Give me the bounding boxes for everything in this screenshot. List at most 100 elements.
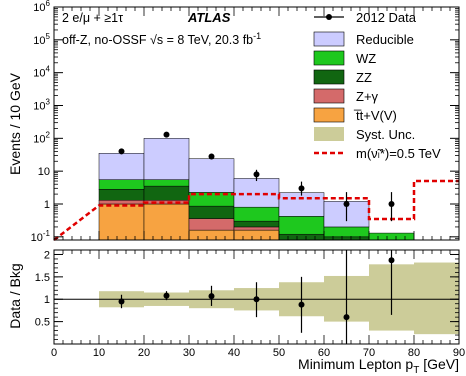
bar-0-bin-2 — [188, 229, 235, 241]
x-tick-label-3: 30 — [183, 347, 195, 359]
y-tick-exp-6: 5 — [46, 32, 51, 41]
ratio-frame — [53, 249, 460, 345]
x-tick-label-1: 10 — [93, 347, 105, 359]
bar-4-bin-2 — [188, 158, 235, 193]
main-x-ticks — [53, 7, 460, 240]
bar-3-bin-6 — [368, 232, 415, 241]
ratio-y-tick-label-2: 1.5 — [35, 272, 50, 284]
y-tick-base-4: 10 — [33, 100, 45, 112]
x-axis-label-sub: T — [413, 365, 419, 376]
data-point-1 — [163, 131, 170, 138]
y-tick-base-0: 10 — [31, 232, 43, 244]
y-tick-label-5: 104 — [33, 65, 50, 80]
bar-0-bin-0 — [98, 203, 145, 241]
ratio-y-axis-label: Data / Bkg — [7, 263, 23, 328]
bar-0-bin-1 — [143, 203, 190, 241]
ratio-y-tick-label-3: 2 — [44, 249, 50, 261]
bar-1-bin-2 — [188, 218, 235, 231]
legend: 2012 Data Reducible WZ ZZ Z+γ t̅t+V(V) — [313, 10, 441, 161]
legend-signal: m(ν̃ₗ*)=0.5 TeV — [314, 146, 441, 161]
data-point-2 — [208, 153, 215, 160]
legend-zgamma-label: Z+γ — [356, 89, 379, 104]
y-tick-label-2: 10 — [38, 166, 50, 178]
bar-2-bin-0 — [98, 189, 145, 201]
legend-reducible: Reducible — [313, 31, 414, 47]
x-tick-label-6: 60 — [318, 347, 330, 359]
bar-2-bin-2 — [188, 205, 235, 219]
legend-data-label: 2012 Data — [356, 10, 417, 25]
experiment-label: ATLAS — [187, 10, 231, 25]
x-tick-label-7: 70 — [363, 347, 375, 359]
bar-4-bin-3 — [233, 178, 280, 208]
ratio-point-4 — [298, 301, 305, 308]
legend-zz: ZZ — [313, 69, 372, 85]
legend-wz: WZ — [313, 50, 376, 66]
y-tick-base-5: 10 — [33, 68, 45, 80]
legend-data: 2012 Data — [314, 10, 417, 25]
bar-4-bin-1 — [143, 138, 190, 180]
data-point-6 — [388, 200, 395, 207]
signal-line — [53, 179, 459, 241]
bar-2-bin-4 — [278, 233, 325, 241]
data-points — [118, 131, 395, 222]
y-tick-label-0: 10-1 — [31, 229, 51, 244]
legend-syst: Syst. Unc. — [314, 127, 415, 142]
bar-1-bin-0 — [98, 199, 145, 205]
bar-4-bin-0 — [98, 153, 145, 180]
y-tick-base-3: 10 — [33, 133, 45, 145]
stacked-bars — [98, 138, 415, 241]
x-tick-label-8: 80 — [408, 347, 420, 359]
y-tick-exp-7: 6 — [46, 0, 51, 8]
ratio-point-5 — [343, 314, 350, 321]
ratio-points — [118, 250, 395, 344]
x-tick-label-5: 50 — [273, 347, 285, 359]
legend-ttv-label: t̅t+V(V) — [354, 108, 397, 123]
bar-2-bin-1 — [143, 185, 190, 201]
main-frame — [53, 6, 460, 241]
data-point-4 — [298, 185, 305, 192]
annotation-block: 2 e/μ + ≥1τ ATLAS off-Z, no-OSSF √s = 8 … — [62, 10, 261, 47]
bar-3-bin-0 — [98, 179, 145, 190]
data-point-5 — [343, 200, 350, 207]
ratio-y-axis: 0.5 1 1.5 2 — [35, 249, 459, 340]
y-tick-base-7: 10 — [33, 2, 45, 14]
data-point-0 — [118, 148, 125, 155]
syst-band — [99, 262, 459, 335]
x-axis-label-unit: [GeV] — [419, 356, 459, 372]
bar-3-bin-4 — [278, 216, 325, 235]
energy-label: √s = 8 TeV, 20.3 fb-1 — [150, 31, 261, 47]
y-tick-base-6: 10 — [33, 35, 45, 47]
ratio-point-0 — [118, 298, 125, 305]
x-tick-label-4: 40 — [228, 347, 240, 359]
signal-step-line — [53, 179, 459, 241]
ratio-point-2 — [208, 293, 215, 300]
legend-syst-label: Syst. Unc. — [356, 127, 415, 142]
legend-signal-label: m(ν̃ₗ*)=0.5 TeV — [356, 146, 441, 161]
y-tick-exp-0: -1 — [43, 229, 51, 238]
x-tick-label-9: 90 — [453, 347, 465, 359]
bar-3-bin-5 — [323, 226, 370, 238]
ratio-y-tick-label-0: 0.5 — [35, 317, 50, 329]
ratio-y-tick-label-1: 1 — [44, 294, 50, 306]
legend-wz-label: WZ — [356, 51, 376, 66]
energy-label-text: √s = 8 TeV, 20.3 fb — [150, 33, 253, 47]
region-label: off-Z, no-OSSF — [62, 33, 147, 47]
main-y-axis-label: Events / 10 GeV — [7, 72, 23, 175]
y-tick-label-3: 102 — [33, 130, 50, 145]
bar-3-bin-1 — [143, 179, 190, 187]
bar-4-bin-4 — [278, 192, 325, 217]
y-tick-exp-4: 3 — [46, 97, 51, 106]
legend-zgamma: Z+γ — [313, 88, 379, 104]
x-tick-label-0: 0 — [51, 347, 57, 359]
bar-1-bin-1 — [143, 199, 190, 205]
bar-2-bin-3 — [233, 220, 280, 228]
legend-zz-label: ZZ — [356, 70, 372, 85]
y-tick-exp-3: 2 — [46, 130, 51, 139]
x-axis-label: Minimum Lepton pT [GeV] — [298, 356, 459, 376]
bar-1-bin-3 — [233, 226, 280, 231]
ratio-point-6 — [388, 257, 395, 264]
syst-band-bin-7 — [414, 262, 459, 335]
